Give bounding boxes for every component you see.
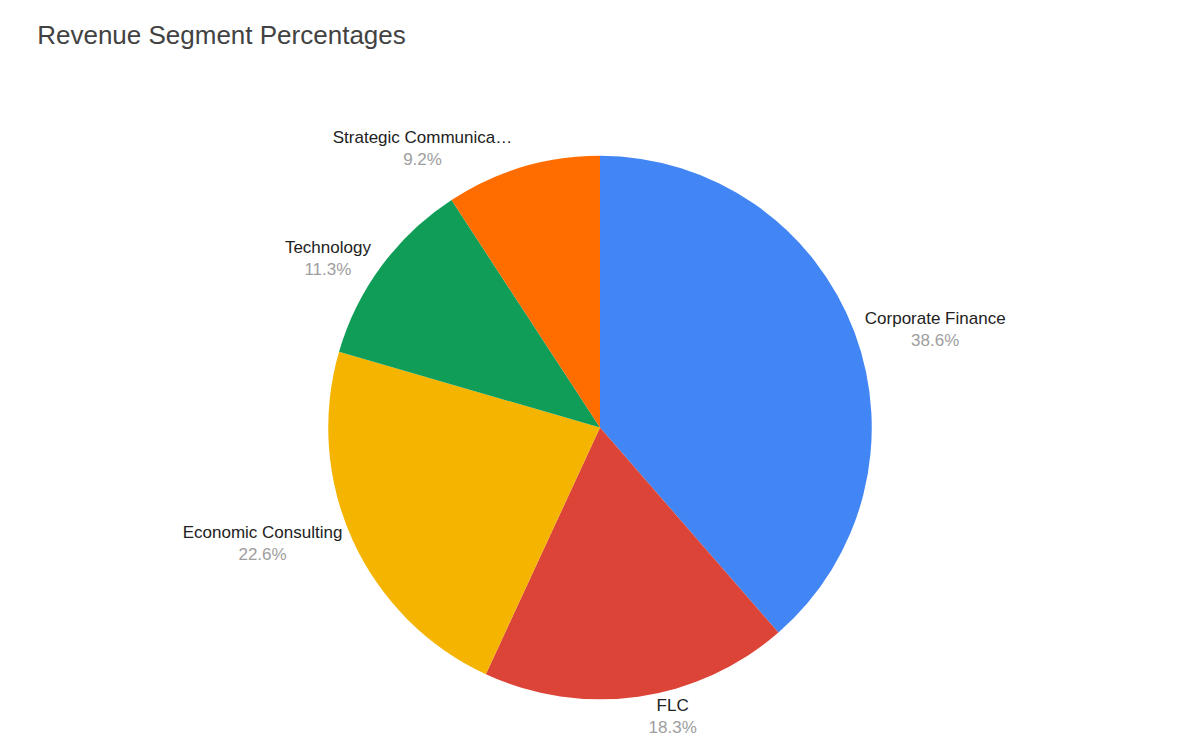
svg-text:Technology11.3%: Technology11.3% [285,238,372,279]
svg-text:Revenue Segment Percentages: Revenue Segment Percentages [37,20,406,50]
svg-text:Strategic Communica…9.2%: Strategic Communica…9.2% [333,128,513,169]
svg-text:Economic Consulting22.6%: Economic Consulting22.6% [183,523,343,564]
svg-text:Corporate Finance38.6%: Corporate Finance38.6% [865,309,1006,350]
svg-text:FLC18.3%: FLC18.3% [649,696,697,737]
